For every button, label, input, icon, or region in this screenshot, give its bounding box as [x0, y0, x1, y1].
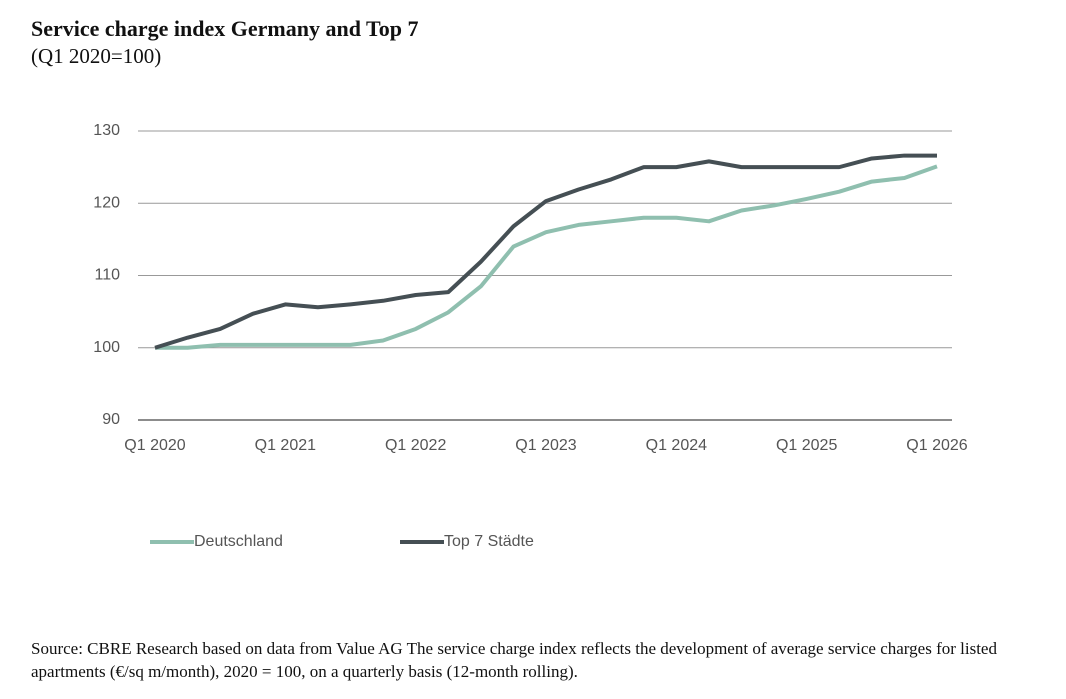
- x-tick-label: Q1 2021: [255, 437, 316, 454]
- x-tick-label: Q1 2020: [124, 437, 185, 454]
- y-tick-label: 90: [102, 411, 120, 428]
- chart-subtitle: (Q1 2020=100): [31, 44, 162, 68]
- y-tick-label: 110: [94, 267, 120, 284]
- x-tick-label: Q1 2025: [776, 437, 837, 454]
- legend-label: Deutschland: [194, 533, 283, 550]
- x-tick-label: Q1 2023: [515, 437, 576, 454]
- source-note: Source: CBRE Research based on data from…: [31, 639, 997, 681]
- y-tick-label: 120: [93, 194, 120, 211]
- y-tick-label: 130: [93, 122, 120, 139]
- chart: 90 100 110 120 130 Q1 2020 Q1 2021 Q1 2022 Q1 20…: [93, 122, 967, 550]
- x-tick-label: Q1 2022: [385, 437, 446, 454]
- x-tick-label: Q1 2024: [646, 437, 707, 454]
- series-line: [154, 153, 937, 350]
- legend-label: Top 7 Städte: [444, 533, 534, 550]
- series-line: [155, 164, 938, 350]
- y-tick-label: 100: [93, 339, 120, 356]
- chart-title: Service charge index Germany and Top 7: [31, 16, 419, 41]
- x-tick-label: Q1 2026: [906, 437, 967, 454]
